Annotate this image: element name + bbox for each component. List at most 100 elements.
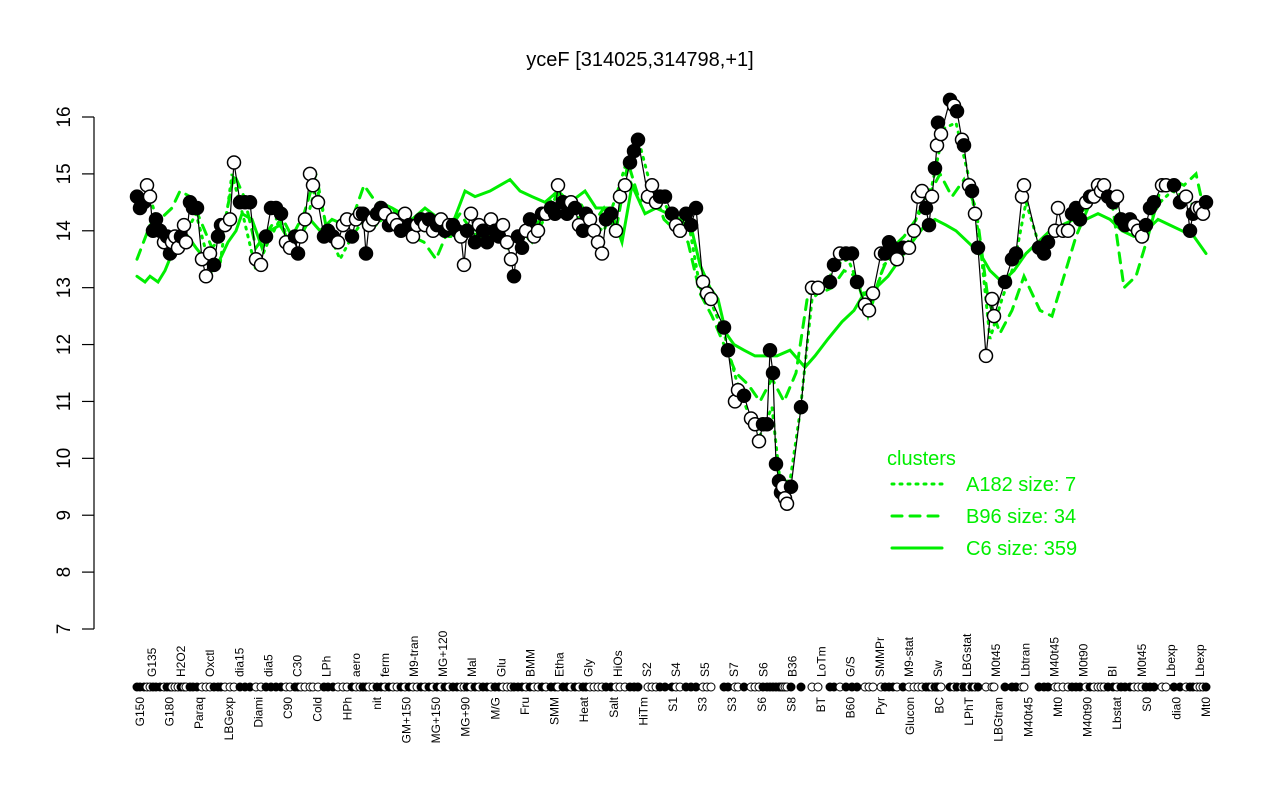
x-label-bottom: Mt0 — [1199, 697, 1213, 717]
x-label-top: HiOs — [611, 650, 625, 677]
data-point — [178, 234, 194, 250]
data-point — [1166, 178, 1182, 193]
data-point — [550, 178, 566, 193]
legend: clusters A182 size: 7 B96 size: 34 C6 size… — [887, 448, 1077, 560]
x-axis-labels: G150 G180 Paraq LBGexp Diami C90 Cold HPh nit GM+… — [132, 630, 1213, 743]
data-point — [779, 496, 795, 512]
data-point — [206, 257, 222, 273]
x-label-bottom: SMM — [548, 697, 562, 725]
data-point — [297, 212, 313, 227]
rug-point — [1019, 682, 1029, 692]
x-label-bottom: BC — [933, 697, 947, 714]
data-point — [305, 178, 321, 193]
x-label-top: SMMPr — [873, 637, 887, 677]
data-point — [964, 183, 980, 199]
x-label-bottom: dia0 — [1169, 697, 1183, 720]
data-point — [1008, 246, 1024, 261]
x-label-top: LBGstat — [960, 633, 974, 677]
data-point — [1050, 200, 1066, 216]
data-point — [759, 416, 775, 432]
x-label-bottom: S0 — [1140, 697, 1154, 712]
x-label-top: aero — [349, 653, 363, 677]
x-label-bottom: Pyr — [873, 697, 887, 715]
data-point — [499, 234, 515, 250]
x-label-top: M40t45 — [1047, 637, 1061, 677]
data-point — [222, 212, 238, 227]
x-label-bottom: Lbstat — [1110, 696, 1124, 729]
data-point — [290, 246, 306, 261]
x-label-bottom: Diami — [251, 697, 265, 728]
x-label-bottom: nit — [370, 696, 384, 709]
data-point — [479, 234, 495, 250]
data-point — [1072, 212, 1088, 227]
y-tick-label: 10 — [54, 448, 75, 469]
data-point — [310, 195, 326, 210]
x-label-top: Mal — [465, 658, 479, 677]
data-point — [594, 246, 610, 261]
data-point — [293, 229, 309, 244]
rug-point — [813, 682, 823, 692]
data-point — [617, 178, 633, 193]
rug-point — [796, 682, 806, 692]
x-label-top: ferm — [378, 653, 392, 677]
data-point — [495, 217, 511, 233]
data-point — [1146, 195, 1162, 210]
data-point — [608, 223, 624, 239]
rug-point — [936, 682, 946, 692]
data-point — [189, 200, 205, 216]
y-tick-label: 16 — [54, 106, 75, 127]
data-point — [997, 274, 1013, 290]
data-point — [1109, 189, 1125, 204]
data-point — [176, 217, 192, 233]
y-axis: 7 8 9 10 11 12 13 14 15 16 — [54, 106, 95, 635]
data-point — [736, 388, 752, 404]
data-point — [142, 189, 158, 204]
x-label-top: M9-stat — [902, 636, 916, 677]
x-label-top: S5 — [698, 662, 712, 677]
x-label-bottom: G150 — [133, 697, 147, 727]
data-point — [949, 104, 965, 119]
data-point — [688, 200, 704, 216]
x-label-bottom: S1 — [666, 697, 680, 712]
y-tick-label: 11 — [54, 392, 75, 412]
x-label-bottom: Salt — [607, 696, 621, 717]
y-tick-label: 7 — [54, 624, 75, 635]
data-point — [810, 280, 826, 295]
y-tick-label: 12 — [54, 334, 75, 355]
data-point — [467, 234, 483, 250]
x-label-bottom: Fru — [518, 697, 532, 715]
rug-point — [1149, 682, 1159, 692]
x-label-top: MG+120 — [436, 630, 450, 677]
x-label-top: B36 — [785, 655, 799, 677]
data-point — [226, 155, 242, 170]
data-point — [198, 269, 214, 284]
legend-entry: B96 size: 34 — [966, 506, 1076, 528]
data-point — [330, 234, 346, 250]
x-label-top: M0t90 — [1077, 643, 1091, 677]
y-tick-label: 9 — [54, 510, 75, 521]
y-tick-label: 13 — [54, 277, 75, 298]
x-label-bottom: M40t45 — [1021, 697, 1035, 737]
x-label-bottom: LBGtran — [992, 697, 1006, 742]
rug-point — [1161, 682, 1171, 692]
x-label-bottom: HiTm — [636, 697, 650, 726]
x-label-top: Lbexp — [1193, 644, 1207, 677]
x-label-top: dia15 — [232, 647, 246, 677]
data-point — [822, 274, 838, 290]
rug-point — [852, 682, 862, 692]
x-label-bottom: Heat — [577, 696, 591, 722]
data-point — [978, 348, 994, 364]
data-point — [672, 223, 688, 239]
x-label-top: LoTm — [815, 646, 829, 677]
data-point — [927, 160, 943, 176]
data-point — [1016, 178, 1032, 193]
x-label-top: BMM — [523, 649, 537, 677]
x-label-top: S7 — [727, 662, 741, 677]
data-point — [603, 206, 619, 221]
data-point — [1178, 189, 1194, 204]
x-label-bottom: S6 — [755, 697, 769, 712]
x-label-bottom: Cold — [311, 697, 325, 722]
x-label-bottom: Paraq — [192, 697, 206, 729]
x-label-top: Oxctl — [203, 650, 217, 677]
x-label-top: Gly — [582, 659, 596, 677]
